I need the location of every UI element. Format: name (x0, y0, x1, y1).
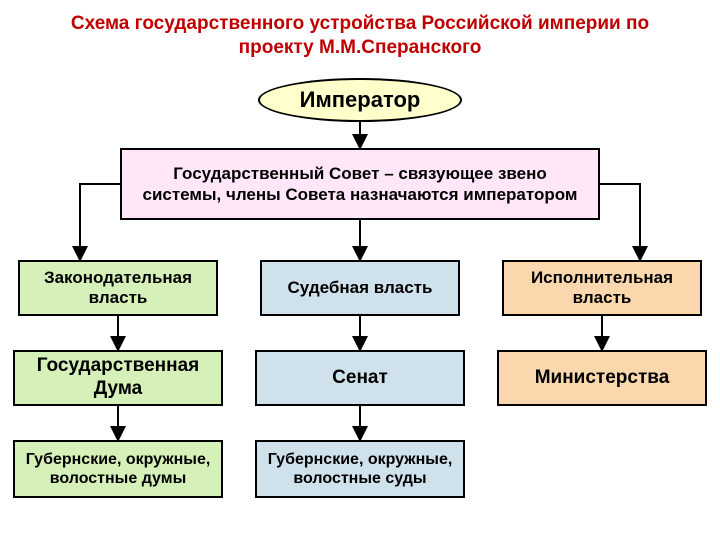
node-judicial-label: Судебная власть (288, 278, 433, 298)
node-legislative: Законодательная власть (18, 260, 218, 316)
node-council-label: Государственный Совет – связующее звено … (142, 163, 578, 206)
node-courts-local-label: Губернские, окружные, волостные суды (257, 450, 463, 488)
node-duma-label: Государственная Дума (15, 355, 221, 401)
node-legislative-label: Законодательная власть (20, 268, 216, 309)
node-ministries-label: Министерства (535, 367, 670, 390)
node-emperor: Император (258, 78, 462, 122)
node-judicial: Судебная власть (260, 260, 460, 316)
node-dumas-local: Губернские, окружные, волостные думы (13, 440, 223, 498)
node-executive: Исполнительная власть (502, 260, 702, 316)
node-senate-label: Сенат (332, 367, 388, 390)
node-duma: Государственная Дума (13, 350, 223, 406)
node-emperor-label: Император (300, 87, 421, 113)
node-courts-local: Губернские, окружные, волостные суды (255, 440, 465, 498)
node-ministries: Министерства (497, 350, 707, 406)
node-council: Государственный Совет – связующее звено … (120, 148, 600, 220)
node-senate: Сенат (255, 350, 465, 406)
node-dumas-local-label: Губернские, окружные, волостные думы (15, 450, 221, 488)
node-executive-label: Исполнительная власть (504, 268, 700, 309)
diagram-title: Схема государственного устройства Россий… (0, 0, 720, 64)
